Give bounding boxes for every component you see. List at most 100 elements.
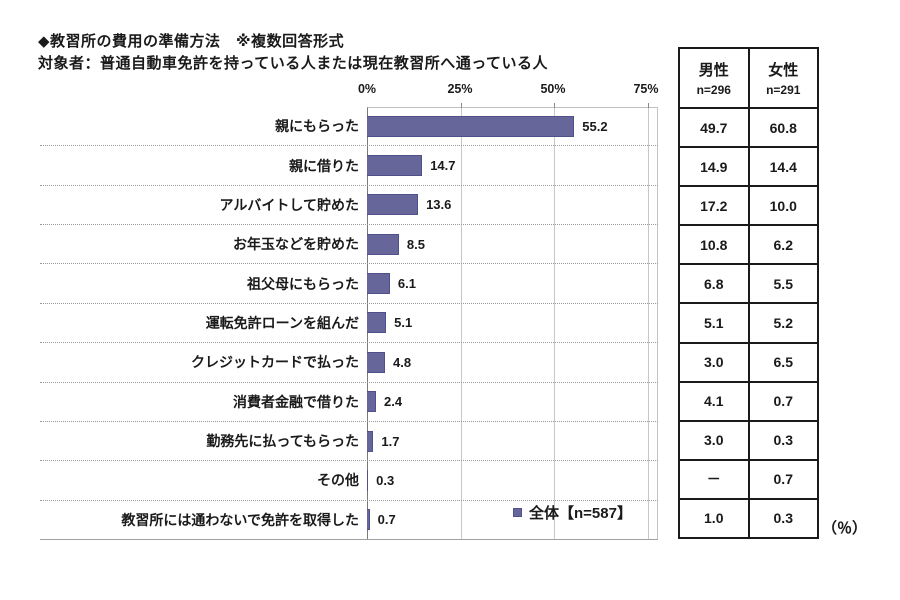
category-label: 消費者金融で借りた xyxy=(233,393,359,410)
bar-value-label: 0.7 xyxy=(377,512,396,528)
bar xyxy=(367,194,419,216)
table-row: 4.1 0.7 xyxy=(680,380,817,420)
male-value: 49.7 xyxy=(680,109,750,147)
male-value: 1.0 xyxy=(680,499,750,538)
bar-value-label: 55.2 xyxy=(582,118,608,134)
male-value: 6.8 xyxy=(680,265,750,303)
female-header-cell: 女性 n=291 xyxy=(750,49,818,107)
bar-value-label: 0.3 xyxy=(376,472,395,488)
bar-value-label: 4.8 xyxy=(393,354,412,370)
bar-value-label: 5.1 xyxy=(394,315,413,331)
legend-swatch-icon xyxy=(513,508,522,517)
bar xyxy=(367,155,423,177)
male-value: 3.0 xyxy=(680,421,750,459)
x-axis-tick-50: 50% xyxy=(540,82,566,96)
category-label: アルバイトして貯めた xyxy=(219,196,359,213)
chart-row: 祖父母にもらった 6.1 xyxy=(40,264,658,304)
female-n-label: n=291 xyxy=(766,83,801,97)
chart-row: お年玉などを貯めた 8.5 xyxy=(40,225,658,265)
chart-row: 親にもらった 55.2 xyxy=(40,107,658,147)
table-row: 6.8 5.5 xyxy=(680,263,817,303)
bar-value-label: 14.7 xyxy=(430,158,456,174)
bar xyxy=(367,391,376,413)
category-label: クレジットカードで払った xyxy=(191,354,359,371)
female-value: 6.5 xyxy=(773,354,793,371)
gridline-25 xyxy=(461,108,463,539)
table-row: 3.0 0.3 xyxy=(680,419,817,459)
female-value: 6.2 xyxy=(773,236,793,253)
bar-value-label: 8.5 xyxy=(406,236,425,252)
chart-row: クレジットカードで払った 4.8 xyxy=(40,343,658,383)
x-axis-tick-0: 0% xyxy=(357,82,377,96)
category-label: 教習所には通わないで免許を取得した xyxy=(121,511,359,528)
female-value: 5.2 xyxy=(773,315,793,332)
female-value: 5.5 xyxy=(773,275,793,292)
male-value: 3.0 xyxy=(680,343,750,381)
male-value: 17.2 xyxy=(680,187,750,225)
percent-unit-label: （％） xyxy=(822,520,868,537)
chart-row: アルバイトして貯めた 13.6 xyxy=(40,186,658,226)
chart-row: 運転免許ローンを組んだ 5.1 xyxy=(40,304,658,344)
female-value: 60.8 xyxy=(769,119,797,136)
male-n-label: n=296 xyxy=(696,83,731,97)
chart-subtitle: 対象者：普通自動車免許を持っている人または現在教習所へ通っている人 xyxy=(38,55,549,72)
axis-tick-mark xyxy=(647,103,649,108)
table-header-row: 男性 n=296 女性 n=291 xyxy=(680,49,817,109)
male-value: 4.1 xyxy=(680,382,750,420)
bar-value-label: 1.7 xyxy=(381,433,400,449)
chart-title: ◆教習所の費用の準備方法 ※複数回答形式 xyxy=(38,33,345,50)
category-label: お年玉などを貯めた xyxy=(233,236,359,253)
gridline-75 xyxy=(647,108,649,539)
gender-table: 男性 n=296 女性 n=291 49.7 60.8 14.9 14.4 17… xyxy=(678,47,819,539)
bar xyxy=(367,351,386,373)
table-row: － 0.7 xyxy=(680,458,817,498)
x-axis-tick-25: 25% xyxy=(447,82,473,96)
axis-tick-mark xyxy=(461,103,463,108)
male-value: 14.9 xyxy=(680,148,750,186)
bar-value-label: 6.1 xyxy=(397,276,416,292)
category-label: 祖父母にもらった xyxy=(247,275,359,292)
female-header-label: 女性 xyxy=(768,62,799,79)
table-row: 17.2 10.0 xyxy=(680,185,817,225)
legend-label: 全体【n=587】 xyxy=(529,505,632,522)
bar xyxy=(367,233,399,255)
female-value: 0.7 xyxy=(773,393,793,410)
bar xyxy=(367,312,387,334)
category-label: 親に借りた xyxy=(289,157,359,174)
table-row: 1.0 0.3 xyxy=(680,497,817,538)
female-value: 0.7 xyxy=(773,471,793,488)
category-label: 運転免許ローンを組んだ xyxy=(205,314,359,331)
female-value: 0.3 xyxy=(773,432,793,449)
gridline-50 xyxy=(554,108,556,539)
male-value: 10.8 xyxy=(680,226,750,264)
table-row: 14.9 14.4 xyxy=(680,146,817,186)
bar xyxy=(367,430,374,452)
female-value: 10.0 xyxy=(769,197,797,214)
male-value: 5.1 xyxy=(680,304,750,342)
table-row: 49.7 60.8 xyxy=(680,109,817,147)
chart-row: 親に借りた 14.7 xyxy=(40,146,658,186)
male-value: － xyxy=(680,460,750,498)
bar-value-label: 2.4 xyxy=(384,394,403,410)
x-axis-tick-75: 75% xyxy=(633,82,659,96)
table-row: 5.1 5.2 xyxy=(680,302,817,342)
bar xyxy=(367,509,370,531)
axis-tick-mark xyxy=(554,103,556,108)
bar xyxy=(367,273,390,295)
chart-row: その他 0.3 xyxy=(40,461,658,501)
bar xyxy=(367,469,369,491)
table-row: 3.0 6.5 xyxy=(680,341,817,381)
category-label: 親にもらった xyxy=(275,118,359,135)
male-header-label: 男性 xyxy=(698,62,729,79)
category-label: 勤務先に払ってもらった xyxy=(206,433,359,450)
bar xyxy=(367,115,575,137)
chart-row: 消費者金融で借りた 2.4 xyxy=(40,383,658,422)
chart-row: 教習所には通わないで免許を取得した 0.7 xyxy=(40,501,658,539)
male-header-cell: 男性 n=296 xyxy=(680,49,750,107)
table-row: 10.8 6.2 xyxy=(680,224,817,264)
category-label: その他 xyxy=(317,472,359,489)
female-value: 14.4 xyxy=(769,158,797,175)
female-value: 0.3 xyxy=(773,510,793,527)
chart-row: 勤務先に払ってもらった 1.7 xyxy=(40,422,658,462)
bar-chart: 親にもらった 55.2 親に借りた 14.7 アルバイトして貯めた 13.6 お… xyxy=(40,103,658,540)
